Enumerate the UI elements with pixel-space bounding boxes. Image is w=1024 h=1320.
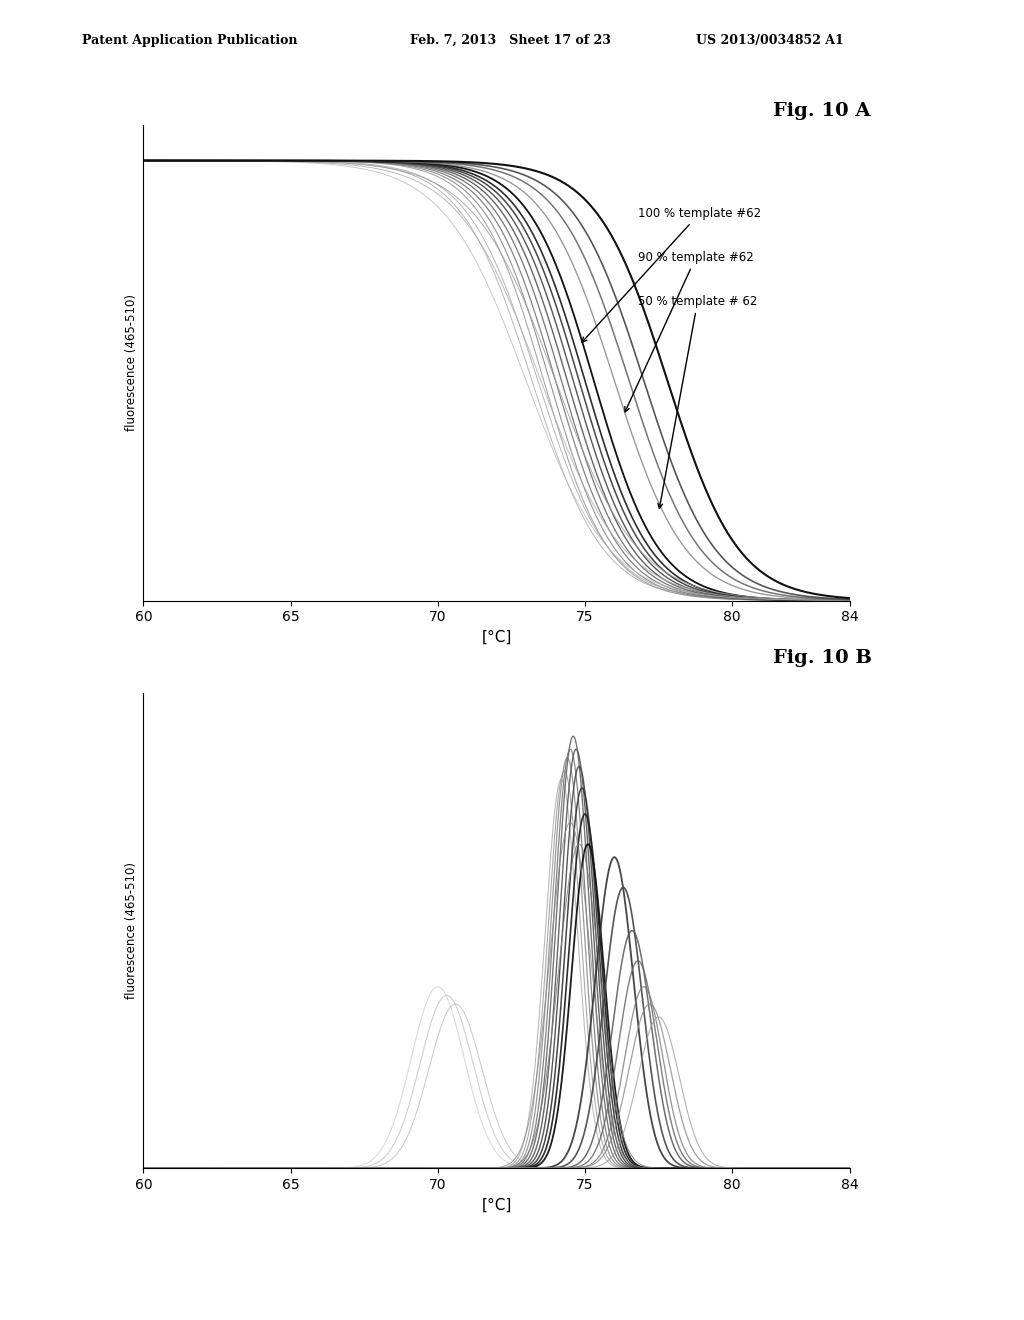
Text: 90 % template #62: 90 % template #62 [625,251,754,412]
X-axis label: [°C]: [°C] [481,630,512,645]
Text: Patent Application Publication: Patent Application Publication [82,33,297,46]
Text: Fig. 10 B: Fig. 10 B [773,648,872,667]
Text: Fig. 10 A: Fig. 10 A [773,102,870,120]
Text: 50 % template # 62: 50 % template # 62 [638,294,758,508]
Text: 100 % template #62: 100 % template #62 [582,207,761,342]
Y-axis label: fluorescence (465-510): fluorescence (465-510) [125,294,138,432]
Text: US 2013/0034852 A1: US 2013/0034852 A1 [696,33,844,46]
Y-axis label: fluorescence (465-510): fluorescence (465-510) [125,862,138,999]
X-axis label: [°C]: [°C] [481,1197,512,1213]
Text: Feb. 7, 2013   Sheet 17 of 23: Feb. 7, 2013 Sheet 17 of 23 [410,33,610,46]
